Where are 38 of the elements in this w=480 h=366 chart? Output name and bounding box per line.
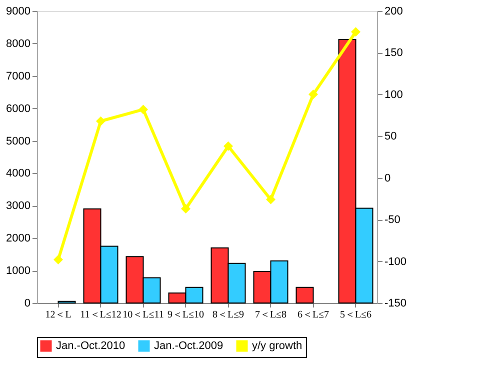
y-tick-label: 8000: [6, 38, 30, 50]
y2-tick-label: -150: [384, 298, 407, 310]
y-tick-label: 1000: [6, 265, 30, 278]
x-tick-label: 8＜L≤9: [212, 310, 244, 320]
point: [181, 204, 190, 214]
y-tick-label: 5000: [6, 135, 30, 148]
x-tick-label: 6＜L≤7: [297, 310, 330, 320]
legend-label: Jan.-Oct.2010: [56, 340, 126, 352]
point: [308, 90, 318, 100]
y2-tick-label: 50: [384, 130, 397, 143]
x-tick-label: 10＜L≤11: [122, 310, 164, 320]
y2-tick-label: 150: [384, 47, 403, 60]
y2-tick-label: -100: [384, 256, 407, 268]
x-tick-label: 5＜L≤6: [340, 310, 372, 320]
y2-tick-label: 0: [384, 172, 391, 184]
y2-tick-label: 100: [384, 88, 403, 101]
y-tick-label: 9000: [6, 6, 30, 18]
y-tick-label: 0: [24, 298, 30, 310]
x-tick-label: 12＜L: [45, 310, 72, 320]
y-tick-label: 7000: [6, 70, 30, 82]
legend-label: y/y growth: [252, 340, 302, 352]
bar: [296, 286, 314, 304]
point: [266, 194, 276, 204]
x-tick-label: 9＜L≤10: [167, 310, 204, 320]
x-tick-label: 11＜L≤12: [80, 310, 122, 320]
point: [96, 116, 106, 126]
point: [138, 104, 148, 114]
y-tick-label: 2000: [6, 232, 30, 245]
point: [224, 141, 233, 151]
point: [351, 27, 360, 37]
y2-tick-label: 200: [384, 6, 403, 18]
y2-tick-label: -50: [384, 214, 400, 226]
y-tick-label: 4000: [6, 168, 30, 180]
legend-label: Jan.-Oct.2009: [154, 340, 224, 352]
x-tick-label: 7＜L≤8: [254, 310, 287, 320]
y-tick-label: 6000: [6, 102, 30, 115]
y-tick-label: 3000: [6, 200, 30, 212]
point: [54, 254, 63, 264]
